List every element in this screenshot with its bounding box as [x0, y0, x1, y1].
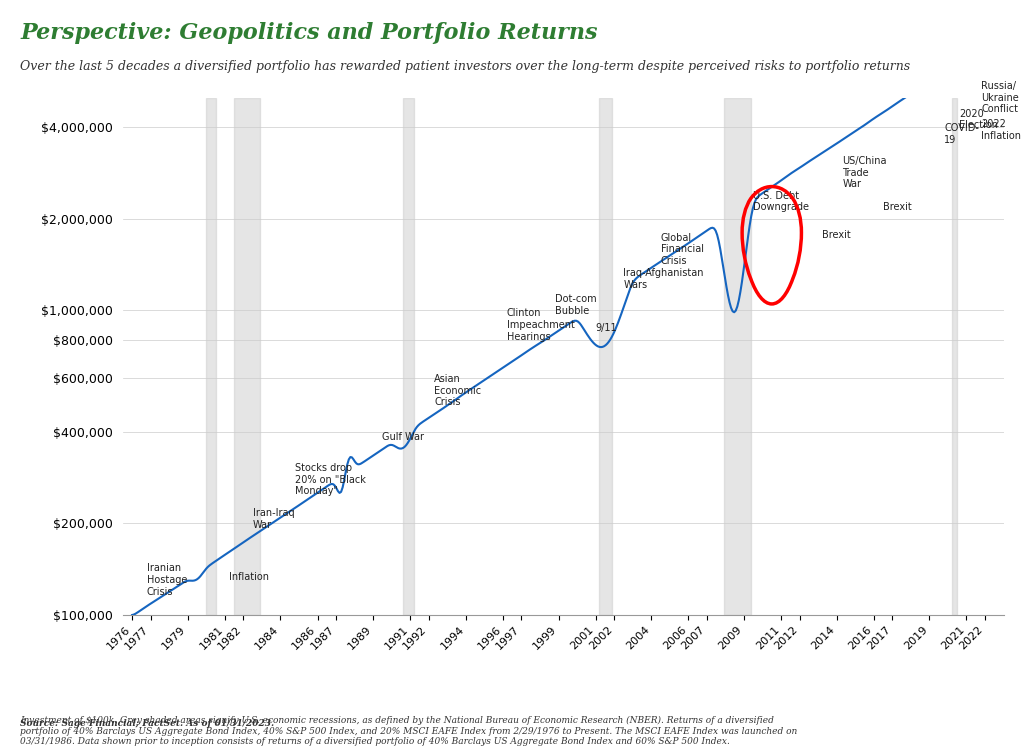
Text: Iran-Iraq
War: Iran-Iraq War [253, 509, 294, 530]
Text: Source: Sage Financial; FactSet. As of 01/31/2023.: Source: Sage Financial; FactSet. As of 0… [20, 718, 274, 728]
Text: Inflation: Inflation [228, 572, 268, 582]
Text: Perspective: Geopolitics and Portfolio Returns: Perspective: Geopolitics and Portfolio R… [20, 22, 598, 44]
Text: Investment of $100k. Grey shaded areas signify U.S. economic recessions, as defi: Investment of $100k. Grey shaded areas s… [20, 716, 798, 746]
Bar [599, 98, 612, 615]
Text: US/China
Trade
War: US/China Trade War [842, 156, 887, 189]
Text: Gulf War: Gulf War [382, 432, 424, 442]
Text: 2020
Election: 2020 Election [959, 109, 998, 130]
Text: Dot-com
Bubble: Dot-com Bubble [555, 294, 597, 316]
Text: Iranian
Hostage
Crisis: Iranian Hostage Crisis [147, 563, 187, 596]
Text: U.S. Debt
Downgrade: U.S. Debt Downgrade [754, 190, 809, 212]
Bar [234, 98, 260, 615]
Bar [951, 98, 957, 615]
Text: Russia/
Ukraine
Conflict: Russia/ Ukraine Conflict [981, 81, 1019, 115]
Text: Asian
Economic
Crisis: Asian Economic Crisis [434, 374, 481, 407]
Text: Brexit: Brexit [822, 230, 851, 240]
Text: Global
Financial
Crisis: Global Financial Crisis [660, 232, 703, 266]
Text: Clinton
Impeachment
Hearings: Clinton Impeachment Hearings [507, 308, 574, 341]
Text: COVID-
19: COVID- 19 [944, 123, 979, 145]
Text: 2022
Inflation: 2022 Inflation [981, 119, 1021, 141]
Text: Iraq-Afghanistan
Wars: Iraq-Afghanistan Wars [624, 268, 703, 290]
Text: 9/11: 9/11 [596, 323, 617, 334]
Bar [206, 98, 216, 615]
Text: Brexit: Brexit [883, 202, 911, 212]
Text: Over the last 5 decades a diversified portfolio has rewarded patient investors o: Over the last 5 decades a diversified po… [20, 60, 910, 73]
Bar [724, 98, 752, 615]
Bar [402, 98, 414, 615]
Text: Stocks drop
20% on "Black
Monday": Stocks drop 20% on "Black Monday" [295, 464, 367, 496]
